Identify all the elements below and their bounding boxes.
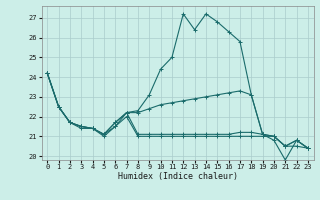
X-axis label: Humidex (Indice chaleur): Humidex (Indice chaleur) (118, 172, 237, 181)
